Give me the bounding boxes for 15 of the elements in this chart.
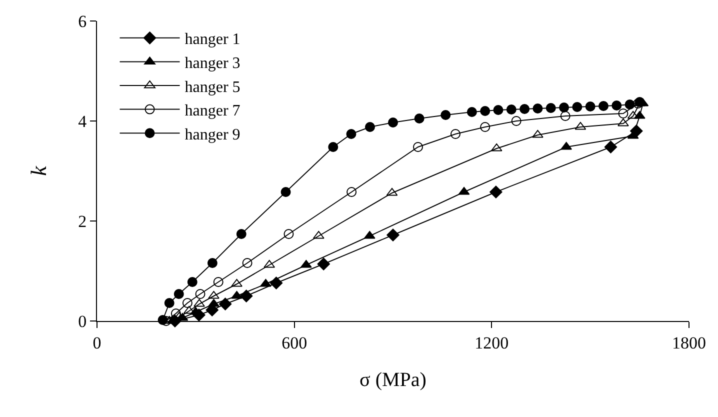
legend-label: hanger 9 [184,126,240,144]
x-tick-label: 600 [282,333,308,352]
legend-label: hanger 5 [184,78,240,96]
legend-label: hanger 3 [184,54,240,72]
x-axis-title: σ (MPa) [360,368,426,391]
legend-label: hanger 1 [184,31,240,48]
x-tick-label: 0 [92,333,102,352]
y-tick-label: 2 [78,212,87,231]
y-tick-label: 6 [78,12,87,31]
x-tick-label: 1200 [474,333,509,352]
y-tick-label: 4 [78,112,88,131]
legend-label: hanger 7 [184,102,240,120]
x-tick-label: 1800 [672,333,706,352]
y-tick-label: 0 [78,312,87,331]
y-axis-title: k [26,164,51,176]
